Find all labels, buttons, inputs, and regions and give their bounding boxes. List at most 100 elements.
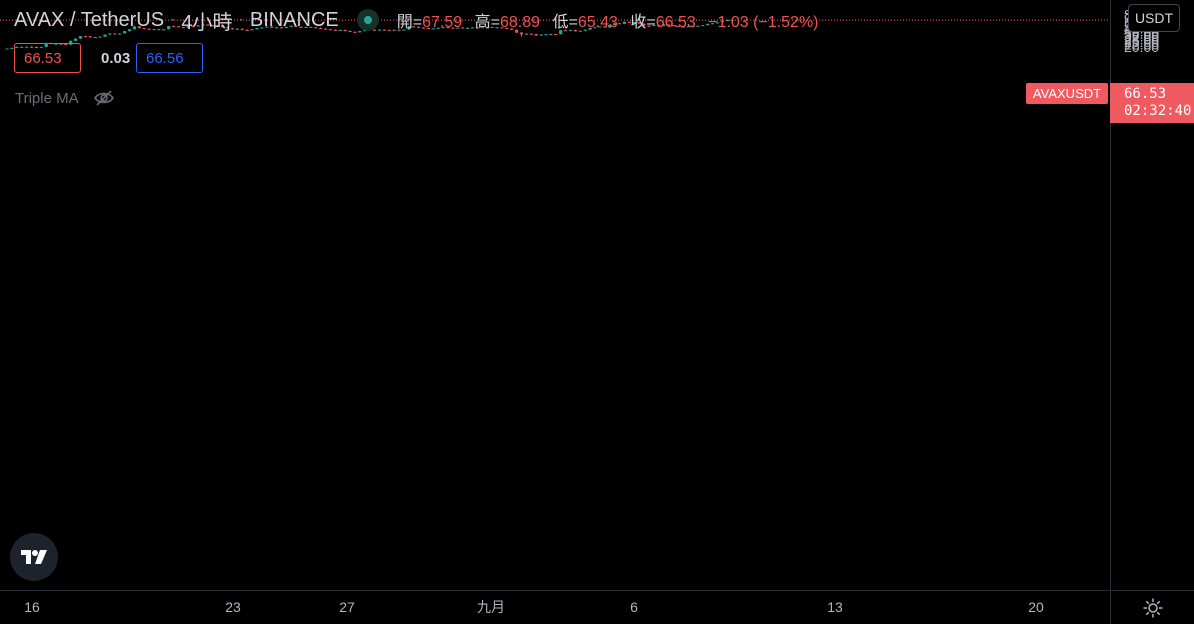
x-tick-label: 6 — [630, 599, 638, 615]
candle-body — [519, 32, 524, 35]
settings-gear-icon[interactable] — [1142, 597, 1164, 619]
last-price-tag: 66.53 02:32:40 — [1110, 83, 1194, 123]
eye-off-icon[interactable] — [93, 89, 115, 107]
candle-body — [382, 29, 386, 31]
candle-body — [137, 26, 141, 29]
tradingview-logo[interactable] — [10, 533, 58, 581]
candle-body — [549, 34, 553, 36]
candle-body — [147, 28, 151, 30]
ohlc-values: 開=67.59 高=68.89 低=65.43 收=66.53 −1.03 (−… — [397, 8, 819, 32]
candle-body — [711, 23, 715, 25]
candle-body — [529, 33, 533, 35]
legend-header: AVAX / TetherUS · 4小時 · BINANCE 開=67.59 … — [14, 8, 819, 34]
candle-body — [348, 31, 352, 33]
candle-body — [78, 36, 83, 39]
candle-body — [647, 25, 651, 27]
open-value: 67.59 — [422, 14, 463, 31]
candle-body — [603, 26, 607, 28]
currency-button[interactable]: USDT — [1128, 4, 1180, 32]
candle-body — [64, 43, 68, 45]
candle-body — [657, 25, 661, 27]
exchange-label: BINANCE — [249, 8, 339, 31]
candle-body — [314, 27, 318, 29]
candle-body — [225, 27, 230, 29]
candle-body — [617, 23, 622, 25]
candle-body — [608, 24, 612, 28]
candle-body — [69, 40, 73, 45]
candle-body — [328, 29, 332, 31]
candle-body — [397, 29, 401, 31]
candle-body — [539, 34, 543, 36]
separator-dot: · — [238, 11, 244, 28]
low-value: 65.43 — [577, 14, 618, 31]
candle-body — [588, 27, 592, 30]
candle-body — [181, 27, 185, 29]
candle-body — [245, 29, 249, 31]
candle-body — [25, 46, 29, 48]
candle-body — [637, 22, 641, 24]
x-tick-label: 27 — [339, 599, 355, 615]
spread-value: 0.03 — [101, 49, 131, 67]
candle-body — [720, 21, 724, 23]
candle-body — [265, 26, 269, 28]
indicator-legend[interactable]: Triple MA — [15, 89, 115, 107]
market-status-icon[interactable] — [356, 9, 379, 31]
candle-body — [706, 23, 710, 26]
candle-body — [485, 27, 489, 29]
indicator-name[interactable]: Triple MA — [15, 89, 79, 107]
candle-body — [544, 34, 548, 36]
candle-body — [10, 47, 14, 49]
candle-body — [113, 33, 117, 35]
candle-body — [613, 23, 617, 25]
last-price-symbol-tag: AVAXUSDT — [1026, 83, 1108, 104]
separator-dot: · — [170, 11, 176, 28]
candle-body — [470, 27, 475, 29]
candle-body — [681, 26, 685, 28]
candle-body — [421, 27, 426, 29]
candle-body — [412, 26, 416, 28]
candle-body — [29, 46, 34, 48]
candle-body — [407, 26, 411, 30]
candle-body — [191, 25, 195, 27]
candle-body — [108, 33, 112, 35]
candle-body — [402, 29, 406, 31]
candle-body — [417, 26, 421, 28]
candle-body — [358, 31, 362, 33]
candle-body — [260, 27, 264, 29]
candle-body — [176, 26, 181, 28]
candle-body — [142, 28, 146, 30]
candle-body — [304, 26, 308, 28]
candle-body — [309, 26, 313, 28]
high-value: 68.89 — [499, 14, 541, 31]
symbol-title[interactable]: AVAX / TetherUS — [14, 8, 165, 31]
close-label: 收= — [630, 14, 656, 31]
candle-body — [59, 43, 63, 45]
candle-body — [294, 25, 298, 27]
candle-body — [524, 33, 528, 35]
candle-body — [461, 27, 465, 29]
candle-body — [377, 29, 381, 31]
candle-body — [387, 29, 391, 31]
candle-body — [5, 48, 9, 50]
candle-body — [696, 25, 700, 27]
candle-body — [632, 22, 636, 24]
sell-price-button[interactable]: 66.53 — [14, 43, 81, 73]
candle-body — [451, 27, 455, 29]
candle-body — [127, 29, 132, 32]
candle-body — [319, 28, 323, 30]
candle-body — [54, 43, 58, 45]
candle-body — [642, 23, 646, 26]
candle-body — [475, 27, 479, 29]
candle-body — [162, 29, 166, 31]
x-tick-label: 23 — [225, 599, 241, 615]
candle-body — [299, 26, 303, 28]
candle-body — [240, 28, 244, 30]
candle-body — [279, 27, 283, 29]
candle-body — [466, 27, 470, 29]
buy-price-button[interactable]: 66.56 — [136, 43, 203, 73]
candle-body — [652, 25, 656, 27]
candle-body — [235, 28, 239, 30]
interval-label[interactable]: 4小時 — [181, 11, 233, 34]
candle-body — [353, 31, 357, 33]
